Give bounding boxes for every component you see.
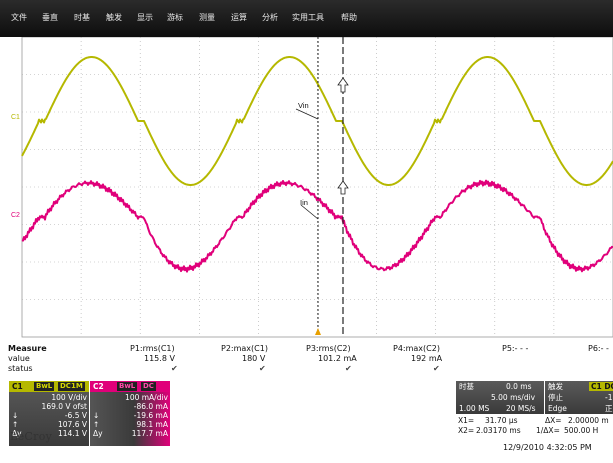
vin-label: Vin xyxy=(298,101,309,110)
c2-box-body: 100 mA/div -86.0 mA ↓ -19.6 mA ↑ 98.1 mA… xyxy=(90,392,170,446)
c2-dy-value: 117.7 mA xyxy=(131,429,168,438)
c1-down-value: -6.5 V xyxy=(64,411,87,420)
c1-up-label: ↑ xyxy=(12,420,19,429)
cursor-x1-label: X1= xyxy=(458,416,475,425)
menu-measure[interactable]: 测量 xyxy=(199,13,215,22)
param-p4-name[interactable]: P4:max(C2) xyxy=(393,344,440,353)
c2-dy-label: Δy xyxy=(93,429,103,438)
menu-help[interactable]: 帮助 xyxy=(341,13,357,22)
param-p6-name[interactable]: P6:- - xyxy=(588,344,609,353)
param-p2-status: ✔ xyxy=(259,364,266,373)
c2-level-marker[interactable]: C2 xyxy=(11,212,20,219)
waveform-display[interactable]: Vin Iin C1 C2 xyxy=(0,36,613,341)
cursor-inv-dx-value: 500.00 H xyxy=(564,426,599,435)
menu-analysis[interactable]: 分析 xyxy=(262,13,278,22)
trigger-mode: 停止 xyxy=(548,393,563,402)
iin-label: Iin xyxy=(300,198,308,207)
param-p4-value: 192 mA xyxy=(411,354,443,363)
c1-level-marker[interactable]: C1 xyxy=(11,114,20,121)
cursor-arrow-icon xyxy=(337,180,349,195)
timestamp: 12/9/2010 4:32:05 PM xyxy=(503,443,592,452)
measurement-panel: Measure value status P1:rms(C1) 115.8 V … xyxy=(0,341,613,381)
param-p3-status: ✔ xyxy=(345,364,352,373)
menu-display[interactable]: 显示 xyxy=(137,13,153,22)
timebase-trigger-panel: 时基 0.0 ms 5.00 ms/div 1.00 MS 20 MS/s 触发… xyxy=(456,381,613,435)
trigger-slope: 正 xyxy=(605,404,613,413)
timebase-box[interactable] xyxy=(456,381,544,414)
c2-box-header: C2 BwL DC xyxy=(90,381,170,392)
c2-descriptor-box[interactable]: C2 BwL DC 100 mA/div -86.0 mA ↓ -19.6 mA… xyxy=(90,381,170,446)
cursor-x2-value: 2.03170 ms xyxy=(476,426,521,435)
param-p1-status: ✔ xyxy=(171,364,178,373)
timebase-points: 1.00 MS xyxy=(459,404,490,413)
timebase-rate: 20 MS/s xyxy=(506,404,536,413)
timebase-tdiv: 5.00 ms/div xyxy=(491,393,536,402)
param-p1-value: 115.8 V xyxy=(144,354,175,363)
lecroy-logo: LeCroy xyxy=(10,430,53,443)
waveform-canvas: Vin Iin C1 C2 xyxy=(11,36,613,338)
param-p1-name[interactable]: P1:rms(C1) xyxy=(130,344,175,353)
menu-bar: 文件 垂直 时基 触发 显示 游标 测量 运算 分析 实用工具 帮助 xyxy=(0,0,613,37)
vin-leader xyxy=(295,108,319,120)
menu-utilities[interactable]: 实用工具 xyxy=(292,13,324,22)
param-p3-name[interactable]: P3:rms(C2) xyxy=(306,344,351,353)
param-p2-value: 180 V xyxy=(242,354,266,363)
c2-trace xyxy=(21,179,613,273)
menu-vertical[interactable]: 垂直 xyxy=(42,13,58,22)
c2-down-value: -19.6 mA xyxy=(133,411,168,420)
measure-header[interactable]: Measure xyxy=(8,344,47,353)
c2-bwl-tag: BwL xyxy=(117,382,138,391)
param-p3-value: 101.2 mA xyxy=(318,354,357,363)
c1-bwl-tag: BwL xyxy=(34,382,55,391)
cursor-x2-label: X2= xyxy=(458,426,475,435)
cursor-dx-label: ΔX= xyxy=(545,416,562,425)
param-p4-status: ✔ xyxy=(433,364,440,373)
cursor-x1-value: 31.70 µs xyxy=(485,416,518,425)
c1-trace xyxy=(21,56,613,186)
timebase-offset: 0.0 ms xyxy=(506,382,532,391)
c2-box-label: C2 xyxy=(93,382,104,391)
cursor-dx-value: 2.00000 m xyxy=(568,416,609,425)
trigger-position-marker xyxy=(315,328,321,335)
c2-vdiv: 100 mA/div xyxy=(125,393,168,402)
trigger-level: -1 xyxy=(605,393,613,402)
status-row-label: status xyxy=(8,364,33,373)
c1-descriptor-box[interactable]: C1 BwL DC1M 100 V/div 169.0 V ofst ↓ -6.… xyxy=(9,381,89,446)
param-p5-name[interactable]: P5:- - - xyxy=(502,344,529,353)
cursor-arrow-icon xyxy=(337,77,349,93)
menu-math[interactable]: 运算 xyxy=(231,13,247,22)
timebase-title: 时基 xyxy=(459,382,474,391)
trigger-source-tag: C1 DC xyxy=(589,382,613,391)
c1-box-label: C1 xyxy=(12,382,23,391)
status-area: C1 BwL DC1M 100 V/div 169.0 V ofst ↓ -6.… xyxy=(0,381,613,463)
c2-up-value: 98.1 mA xyxy=(136,420,168,429)
c2-up-label: ↑ xyxy=(93,420,100,429)
iin-leader xyxy=(300,204,319,220)
menu-file[interactable]: 文件 xyxy=(11,13,27,22)
c1-box-header: C1 BwL DC1M xyxy=(9,381,89,392)
trigger-type: Edge xyxy=(548,404,567,413)
c1-dy-label: Δy xyxy=(12,429,22,438)
menu-cursors[interactable]: 游标 xyxy=(167,13,183,22)
param-p2-name[interactable]: P2:max(C1) xyxy=(221,344,268,353)
c1-up-value: 107.6 V xyxy=(58,420,87,429)
c2-offset: -86.0 mA xyxy=(133,402,168,411)
c1-coupling-tag: DC1M xyxy=(58,382,85,391)
c1-offset: 169.0 V ofst xyxy=(41,402,87,411)
c2-coupling-tag: DC xyxy=(141,382,156,391)
trigger-title: 触发 xyxy=(548,382,563,391)
menu-trigger[interactable]: 触发 xyxy=(106,13,122,22)
c1-vdiv: 100 V/div xyxy=(51,393,87,402)
value-row-label: value xyxy=(8,354,30,363)
c1-down-label: ↓ xyxy=(12,411,19,420)
c1-box-body: 100 V/div 169.0 V ofst ↓ -6.5 V ↑ 107.6 … xyxy=(9,392,89,446)
c2-down-label: ↓ xyxy=(93,411,100,420)
cursor-inv-dx-label: 1/ΔX= xyxy=(536,426,560,435)
menu-timebase[interactable]: 时基 xyxy=(74,13,90,22)
c1-dy-value: 114.1 V xyxy=(58,429,87,438)
